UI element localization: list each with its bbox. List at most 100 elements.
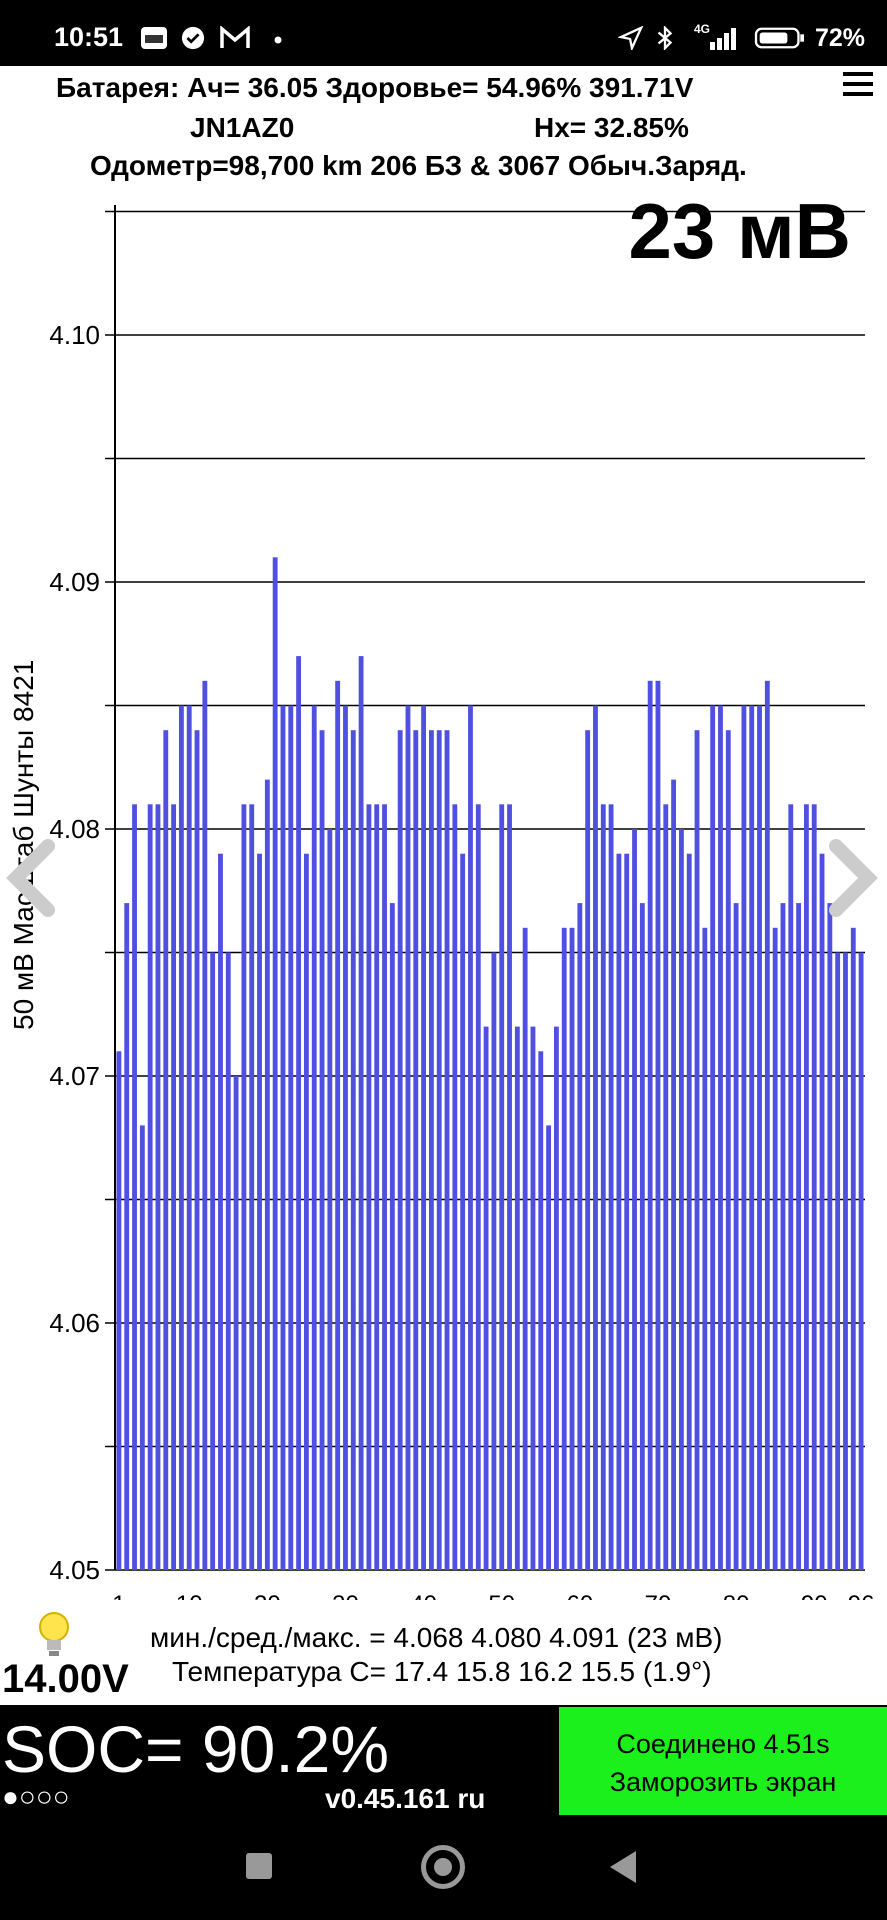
bar (460, 853, 466, 1570)
bar (241, 804, 247, 1570)
bar (194, 730, 200, 1570)
bar (538, 1051, 544, 1570)
bar (671, 779, 677, 1570)
y-tick-label: 4.10 (49, 320, 100, 350)
bar (218, 853, 223, 1570)
bar (366, 804, 372, 1570)
bar (139, 1125, 145, 1570)
bar (725, 730, 731, 1570)
bar (225, 952, 231, 1570)
bar (678, 829, 684, 1570)
vin-label: JN1AZ0 (190, 112, 295, 143)
bar (147, 804, 153, 1570)
home-button[interactable] (421, 1845, 465, 1889)
x-tick-label: 30 (332, 1591, 359, 1600)
bar (178, 705, 184, 1570)
bar (835, 952, 841, 1570)
bar (616, 853, 622, 1570)
battery-icon (754, 27, 804, 49)
bar (585, 730, 591, 1570)
bar (483, 1026, 489, 1570)
lightbulb-icon[interactable] (34, 1610, 74, 1660)
gmail-icon (220, 26, 250, 48)
bar (553, 1026, 559, 1570)
y-tick-label: 4.09 (49, 567, 100, 597)
bar (303, 853, 309, 1570)
bar (171, 804, 177, 1570)
bar (811, 804, 817, 1570)
page-dots: ●○○○ (2, 1781, 70, 1812)
previous-arrow-icon[interactable] (0, 838, 60, 918)
bar (772, 927, 778, 1570)
bottom-panel: SOC= 90.2% ●○○○ v0.45.161 ru Соединено 4… (0, 1705, 887, 1815)
location-arrow-icon (618, 26, 644, 50)
bar (788, 804, 794, 1570)
bar (413, 730, 419, 1570)
x-tick-label: 1 (112, 1591, 125, 1600)
bar (428, 730, 434, 1570)
y-tick-label: 4.07 (49, 1061, 100, 1091)
bar (389, 903, 395, 1570)
bar (233, 1076, 239, 1570)
bar (593, 705, 598, 1570)
bar (522, 927, 528, 1570)
x-tick-label: 10 (176, 1591, 203, 1600)
bar (296, 656, 302, 1570)
x-tick-label: 20 (254, 1591, 281, 1600)
temperature-label: Температура C= 17.4 15.8 16.2 15.5 (1.9°… (172, 1656, 712, 1687)
bar (843, 952, 848, 1570)
cell-spread-value: 23 мВ (628, 187, 851, 275)
bar (507, 804, 512, 1570)
status-bar: 10:51 4G 72% (0, 0, 887, 66)
bar (343, 705, 348, 1570)
bar (499, 804, 505, 1570)
bar (475, 804, 481, 1570)
bar (327, 829, 333, 1570)
recent-apps-button[interactable] (246, 1853, 272, 1879)
bar (686, 853, 692, 1570)
bar (319, 730, 325, 1570)
bar (741, 705, 747, 1570)
bar (280, 705, 286, 1570)
bar (514, 1026, 520, 1570)
bar (132, 804, 137, 1570)
hx-label: Hx= 32.85% (534, 112, 689, 143)
bar (272, 557, 278, 1570)
bar (655, 680, 661, 1570)
bar (850, 927, 856, 1570)
bar (608, 804, 614, 1570)
bar (374, 804, 380, 1570)
bar (468, 705, 473, 1570)
next-arrow-icon[interactable] (824, 838, 884, 918)
status-time: 10:51 (54, 22, 124, 52)
bar (421, 705, 427, 1570)
back-button[interactable] (610, 1851, 636, 1883)
bar (718, 705, 723, 1570)
bar (116, 1051, 122, 1570)
bar (452, 804, 458, 1570)
battery-summary: Батарея: Ач= 36.05 Здоровье= 54.96% 391.… (56, 72, 694, 103)
bar (491, 952, 497, 1570)
bar (124, 903, 130, 1570)
bar (749, 705, 755, 1570)
connection-status: Соединено 4.51s (616, 1729, 830, 1759)
bar (397, 730, 403, 1570)
bar (335, 680, 341, 1570)
connection-freeze-button[interactable]: Соединено 4.51s Заморозить экран (559, 1707, 887, 1815)
bar (600, 804, 606, 1570)
bar (210, 952, 216, 1570)
bar (444, 730, 450, 1570)
bar (694, 730, 700, 1570)
dot-icon (274, 36, 282, 44)
check-circle-icon (181, 26, 205, 50)
bar (819, 853, 825, 1570)
bar (803, 804, 809, 1570)
menu-icon[interactable] (843, 72, 873, 98)
bar (632, 829, 637, 1570)
bar (546, 1125, 552, 1570)
signal-icon (710, 28, 736, 50)
cell-voltage-chart[interactable]: 4.05 4.06 4.07 4.08 4.09 4.10 1 10 20 30 40 50 60 70 8… (0, 190, 887, 1600)
x-tick-label: 80 (723, 1591, 750, 1600)
system-nav-bar (0, 1815, 887, 1920)
bar (624, 853, 630, 1570)
